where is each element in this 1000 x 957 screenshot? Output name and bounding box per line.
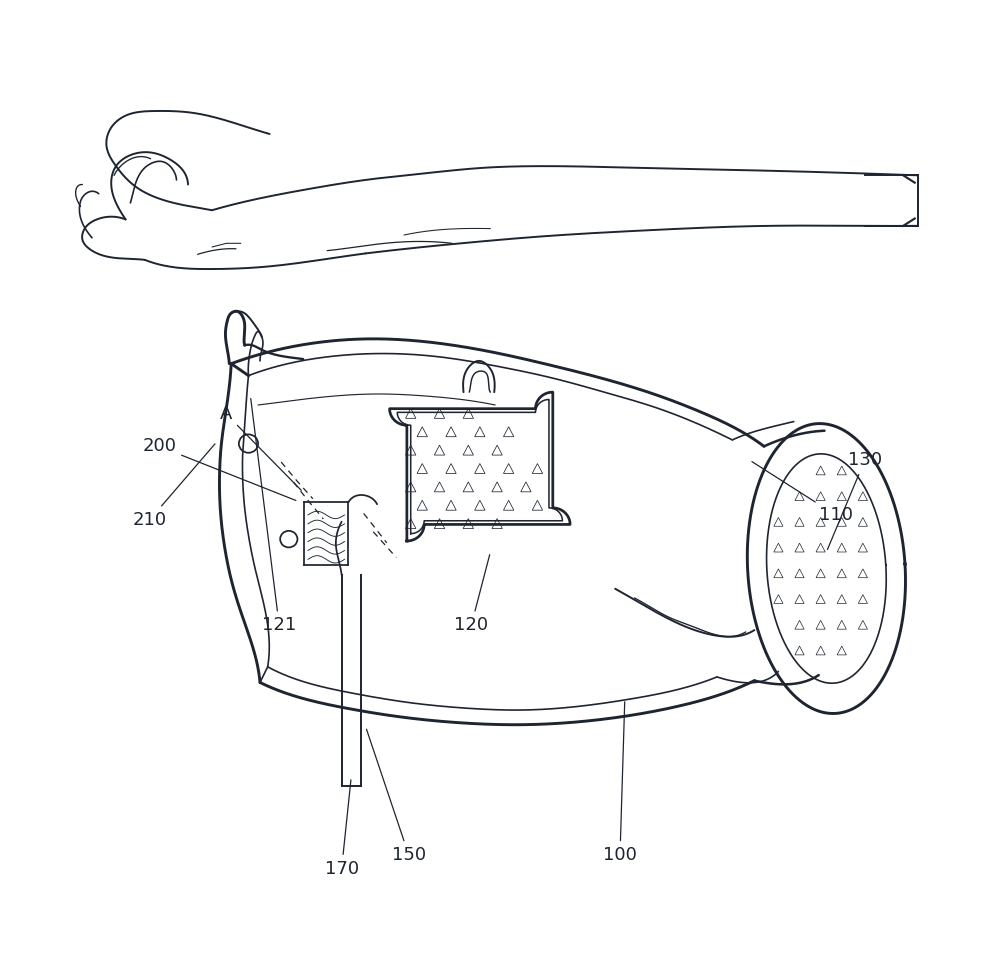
Text: 121: 121 xyxy=(251,398,296,634)
Text: 200: 200 xyxy=(142,437,296,501)
Text: 100: 100 xyxy=(603,701,637,864)
Text: 150: 150 xyxy=(366,729,426,864)
Text: A: A xyxy=(220,405,301,490)
Text: 210: 210 xyxy=(133,444,215,529)
Text: 120: 120 xyxy=(454,555,490,634)
Text: 170: 170 xyxy=(325,780,359,878)
Text: 130: 130 xyxy=(827,451,882,549)
Text: 110: 110 xyxy=(752,461,853,524)
